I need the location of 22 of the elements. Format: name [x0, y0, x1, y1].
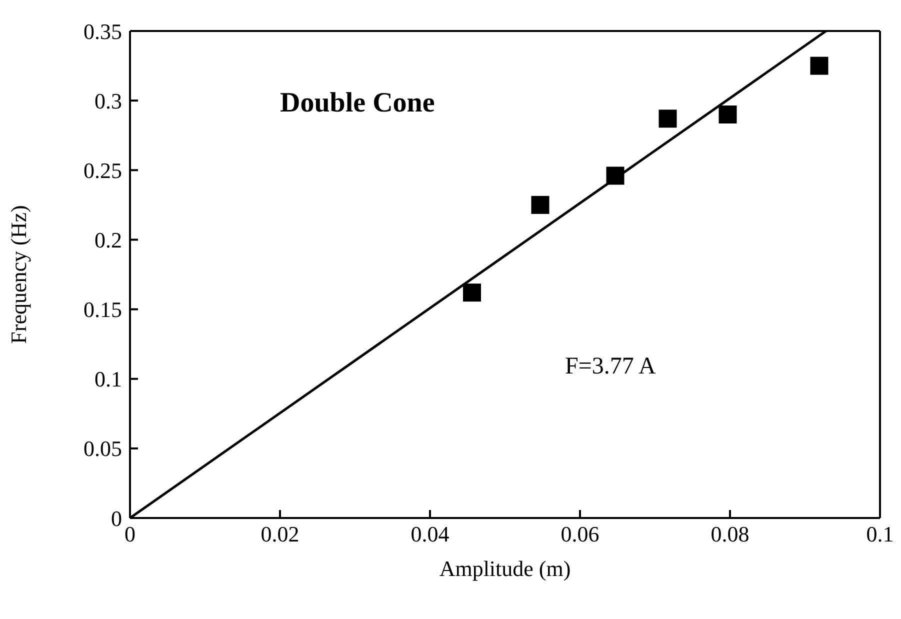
point: [718, 105, 737, 124]
y-tick-label: 0.05: [84, 436, 122, 462]
y-tick-label: 0.3: [94, 88, 122, 114]
annotation: F=3.77 A: [565, 354, 657, 380]
y-tick-label: 0.15: [84, 297, 122, 322]
y-tick-label: 0.35: [84, 18, 122, 44]
x-tick-label: 0.1: [866, 522, 894, 547]
y-tick-label: 0: [111, 506, 122, 531]
x-axis-title: Amplitude (m): [439, 556, 571, 581]
y-axis-title: Frequency (Hz): [6, 205, 31, 344]
x-tick-label: 0.08: [710, 522, 750, 547]
text: Double Cone: [280, 88, 435, 119]
point: [463, 284, 481, 302]
y-tick-label: 0.2: [94, 228, 122, 253]
x-tick-label: 0.02: [260, 522, 300, 547]
x-tick-label: 0.04: [410, 522, 450, 547]
x-tick-label: 0.06: [560, 522, 600, 547]
y-tick-label: 0.25: [84, 158, 122, 183]
point: [658, 110, 677, 128]
y-tick-label: 0.1: [94, 366, 122, 392]
point: [810, 56, 828, 75]
point: [531, 196, 550, 214]
